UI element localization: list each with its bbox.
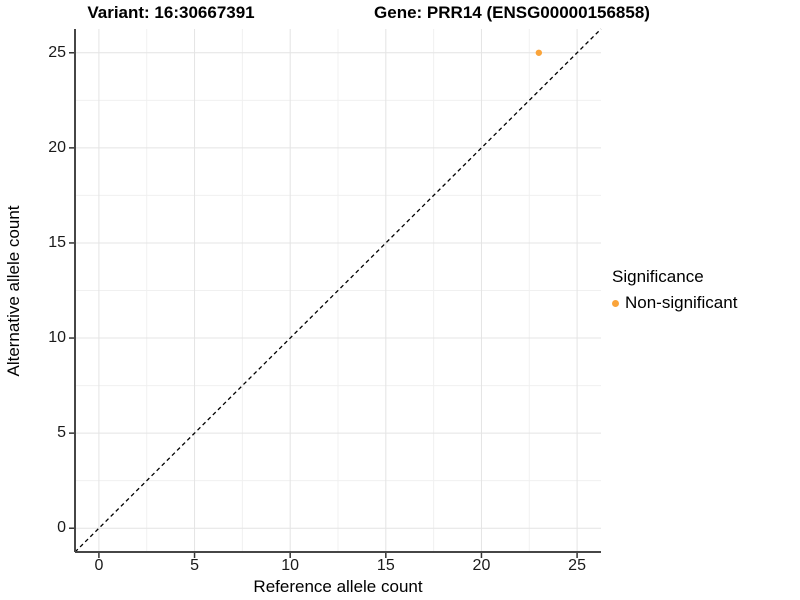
gene-title: Gene: PRR14 (ENSG00000156858) [374, 3, 650, 22]
x-axis-title: Reference allele count [253, 577, 423, 596]
y-tick-label: 10 [48, 329, 66, 347]
x-tick-label: 5 [190, 557, 199, 574]
legend-title: Significance [612, 267, 704, 286]
x-tick-label: 25 [568, 557, 586, 574]
y-axis-title: Alternative allele count [4, 205, 23, 377]
y-tick-label: 0 [57, 519, 66, 537]
y-tick-label: 20 [48, 138, 66, 156]
legend: Significance Non-significant [612, 267, 737, 313]
y-tick-label: 5 [57, 424, 66, 442]
variant-title: Variant: 16:30667391 [87, 3, 255, 22]
y-tick-label: 15 [48, 233, 66, 251]
x-tick-label: 15 [376, 557, 395, 574]
circle-marker-icon [612, 299, 619, 307]
legend-item-label: Non-significant [625, 293, 738, 312]
x-tick-label: 10 [281, 557, 300, 574]
x-tick-label: 0 [94, 557, 104, 574]
data-point [535, 49, 543, 56]
legend-item: Non-significant [612, 293, 737, 313]
x-tick-label: 20 [472, 557, 491, 574]
y-tick-label: 25 [48, 43, 66, 61]
